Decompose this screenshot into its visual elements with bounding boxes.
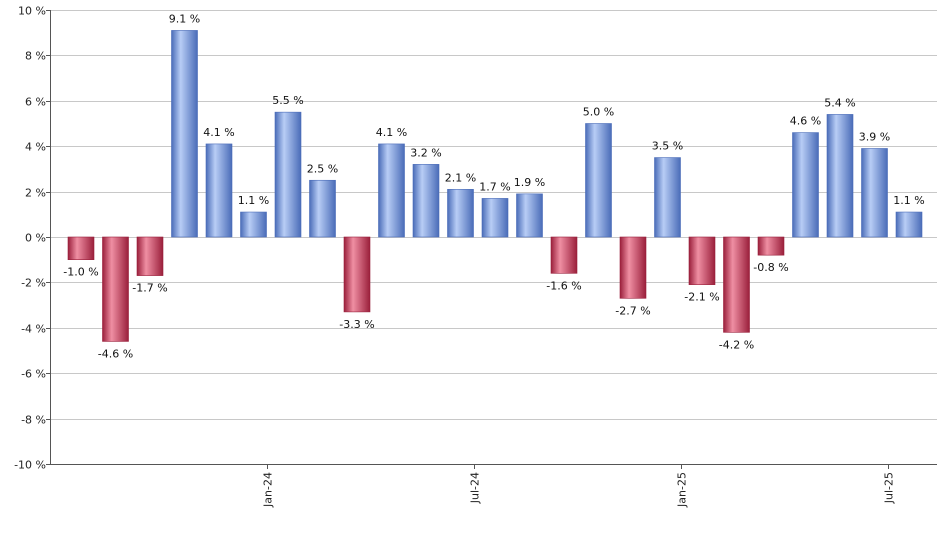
- bar: [654, 157, 681, 238]
- bar: [895, 211, 923, 238]
- data-label: -4.2 %: [719, 338, 754, 351]
- axes: [50, 10, 937, 465]
- bar: [792, 132, 819, 238]
- data-label: 1.1 %: [238, 194, 269, 207]
- x-tick-label: Jan-24: [262, 472, 275, 508]
- y-tick-label: 10 %: [18, 5, 46, 18]
- y-tick-label: 0 %: [25, 232, 46, 245]
- bar: [826, 114, 854, 238]
- data-label: -0.8 %: [753, 261, 788, 274]
- bar: [171, 30, 198, 238]
- data-label: -4.6 %: [98, 347, 133, 360]
- bar: [309, 179, 336, 238]
- data-label: -3.3 %: [339, 318, 374, 331]
- bar: [550, 236, 578, 274]
- data-label: 1.1 %: [893, 194, 924, 207]
- bar: [688, 236, 716, 285]
- x-tick-label: Jul-24: [469, 472, 482, 504]
- data-label: 5.5 %: [272, 94, 303, 107]
- bar: [343, 236, 371, 313]
- y-tick-label: -4 %: [21, 323, 46, 336]
- y-tick-label: 6 %: [25, 96, 46, 109]
- data-label: 3.5 %: [652, 140, 683, 153]
- data-label: 5.0 %: [583, 106, 614, 119]
- data-label: 4.1 %: [376, 126, 407, 139]
- data-label: -2.7 %: [615, 304, 650, 317]
- data-label: 3.9 %: [859, 130, 890, 143]
- bar: [757, 236, 785, 256]
- data-label: 5.4 %: [824, 96, 855, 109]
- bar: [861, 148, 888, 238]
- bar: [240, 211, 267, 238]
- y-tick-label: -10 %: [14, 459, 46, 472]
- data-label: -1.6 %: [546, 279, 581, 292]
- bar: [516, 193, 543, 238]
- y-tick-label: 2 %: [25, 187, 46, 200]
- data-label: 1.9 %: [514, 176, 545, 189]
- bar: [102, 236, 129, 342]
- x-axis-tick-labels: Jan-24 Jul-24 Jan-25 Jul-25: [262, 464, 896, 508]
- y-tick-label: -6 %: [21, 368, 46, 381]
- data-label: 3.2 %: [410, 146, 441, 159]
- data-label: -2.1 %: [684, 291, 719, 304]
- data-label: -1.0 %: [63, 266, 98, 279]
- bar: [585, 123, 612, 238]
- bar: [447, 189, 474, 238]
- data-label: 4.6 %: [790, 115, 821, 128]
- bar: [481, 198, 509, 238]
- y-tick-label: -2 %: [21, 277, 46, 290]
- data-labels: -1.0 % -4.6 % -1.7 % 9.1 % 4.1 % 1.1 % 5.5 % 2.…: [63, 12, 924, 360]
- bars: [67, 30, 923, 342]
- bar: [619, 236, 647, 299]
- bar: [412, 164, 440, 238]
- grid-lines: [50, 10, 937, 465]
- bar: [136, 236, 164, 276]
- y-tick-label: 4 %: [25, 141, 46, 154]
- data-label: -1.7 %: [132, 282, 167, 295]
- bar: [274, 111, 302, 238]
- data-label: 4.1 %: [203, 126, 234, 139]
- bar: [205, 143, 233, 238]
- bar: [67, 236, 95, 261]
- bar: [378, 143, 405, 238]
- data-label: 2.1 %: [445, 171, 476, 184]
- y-axis-tick-labels: -10 % -8 % -6 % -4 % -2 % 0 % 2 % 4 % 6 % 8 % 10 %: [14, 5, 50, 472]
- data-label: 9.1 %: [169, 12, 200, 25]
- x-tick-label: Jan-25: [676, 472, 689, 508]
- bar: [723, 236, 750, 333]
- y-tick-label: 8 %: [25, 50, 46, 63]
- data-label: 2.5 %: [307, 162, 338, 175]
- y-tick-label: -8 %: [21, 414, 46, 427]
- x-tick-label: Jul-25: [883, 472, 896, 504]
- data-label: 1.7 %: [479, 180, 510, 193]
